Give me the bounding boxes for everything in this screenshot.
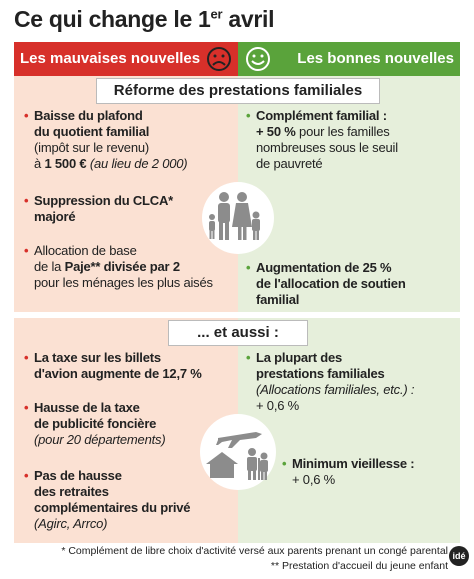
bullet: • <box>246 350 251 365</box>
text: familial <box>256 292 300 307</box>
bullet: • <box>24 108 29 123</box>
text: + 0,6 % <box>256 398 300 413</box>
text: Pas de hausse <box>34 468 122 483</box>
bullet: • <box>282 456 287 471</box>
bullet: • <box>246 260 251 275</box>
plane-house-icon <box>200 414 276 490</box>
title-text: Ce qui change le 1 <box>14 6 211 32</box>
text: La plupart des <box>256 350 343 365</box>
bullet: • <box>246 108 251 123</box>
text: complémentaires du privé <box>34 500 191 515</box>
text: des retraites <box>34 484 109 499</box>
text: La taxe sur les billets <box>34 350 161 365</box>
right-panel <box>238 318 460 543</box>
text: de l'allocation de soutien <box>256 276 406 291</box>
bullet: • <box>24 193 29 208</box>
family-icon <box>202 182 274 254</box>
text: d'avion augmente de 12,7 % <box>34 366 202 381</box>
text: (Agirc, Arrco) <box>34 516 108 531</box>
header-right: Les bonnes nouvelles <box>238 42 460 76</box>
bullet: • <box>24 400 29 415</box>
good-item: • Minimum vieillesse : + 0,6 % <box>282 456 452 488</box>
smileys <box>207 47 270 71</box>
text: Hausse de la taxe <box>34 400 140 415</box>
bad-item: • Hausse de la taxe de publicité foncière(… <box>24 400 230 448</box>
text: majoré <box>34 209 76 224</box>
header-text: Les bonnes nouvelles <box>297 50 454 67</box>
text: de pauvreté <box>256 156 323 171</box>
text: Suppression du CLCA* <box>34 193 174 208</box>
bad-item: • Suppression du CLCA* majoré <box>24 193 230 225</box>
text: 1 500 € <box>44 156 87 171</box>
text: pour les familles <box>295 124 390 139</box>
text: nombreuses sous le seuil <box>256 140 398 155</box>
text: (pour 20 départements) <box>34 432 166 447</box>
left-panel <box>14 318 238 543</box>
title: Ce qui change le 1er avril <box>14 6 274 33</box>
footnote: ** Prestation d'accueil du jeune enfant <box>270 560 448 572</box>
footnote: * Complément de libre choix d'activité v… <box>61 545 448 557</box>
logo: idé <box>449 546 469 566</box>
bad-item: • Allocation de base de la Paje** divisée … <box>24 243 230 291</box>
good-item: • Augmentation de 25 % de l'allocation de … <box>246 260 452 308</box>
good-item: • La plupart des prestations familiales (Al… <box>246 350 452 414</box>
title-sup: er <box>210 6 223 22</box>
bullet: • <box>24 350 29 365</box>
bullet: • <box>24 243 29 258</box>
text: à <box>34 156 45 171</box>
text: (impôt sur le revenu) <box>34 140 150 155</box>
section-heading: Réforme des prestations familiales <box>96 78 380 104</box>
bullet: • <box>24 468 29 483</box>
title-text: avril <box>222 6 275 32</box>
text: Augmentation de 25 % <box>256 260 392 275</box>
text: (au lieu de 2 000) <box>86 156 188 171</box>
header-left: Les mauvaises nouvelles <box>14 42 238 76</box>
header-text: Les mauvaises nouvelles <box>20 50 201 67</box>
text: + 0,6 % <box>292 472 336 487</box>
text: Complément familial : <box>256 108 387 123</box>
text: de publicité foncière <box>34 416 157 431</box>
text: Allocation de base <box>34 243 137 258</box>
bad-item: • Pas de hausse des retraites complémentair… <box>24 468 230 532</box>
section-heading: ... et aussi : <box>168 320 308 346</box>
text: Paje** divisée par 2 <box>64 259 180 274</box>
text: pour les ménages les plus aisés <box>34 275 213 290</box>
text: Minimum vieillesse : <box>292 456 415 471</box>
text: (Allocations familiales, etc.) : <box>256 382 415 397</box>
text: prestations familiales <box>256 366 385 381</box>
text: Baisse du plafond <box>34 108 143 123</box>
text: + 50 % <box>256 124 296 139</box>
text: du quotient familial <box>34 124 150 139</box>
text: de la <box>34 259 65 274</box>
bad-item: • La taxe sur les billets d'avion augmente… <box>24 350 230 382</box>
good-item: • Complément familial : + 50 % pour les fa… <box>246 108 452 172</box>
bad-item: • Baisse du plafond du quotient familial (i… <box>24 108 230 172</box>
